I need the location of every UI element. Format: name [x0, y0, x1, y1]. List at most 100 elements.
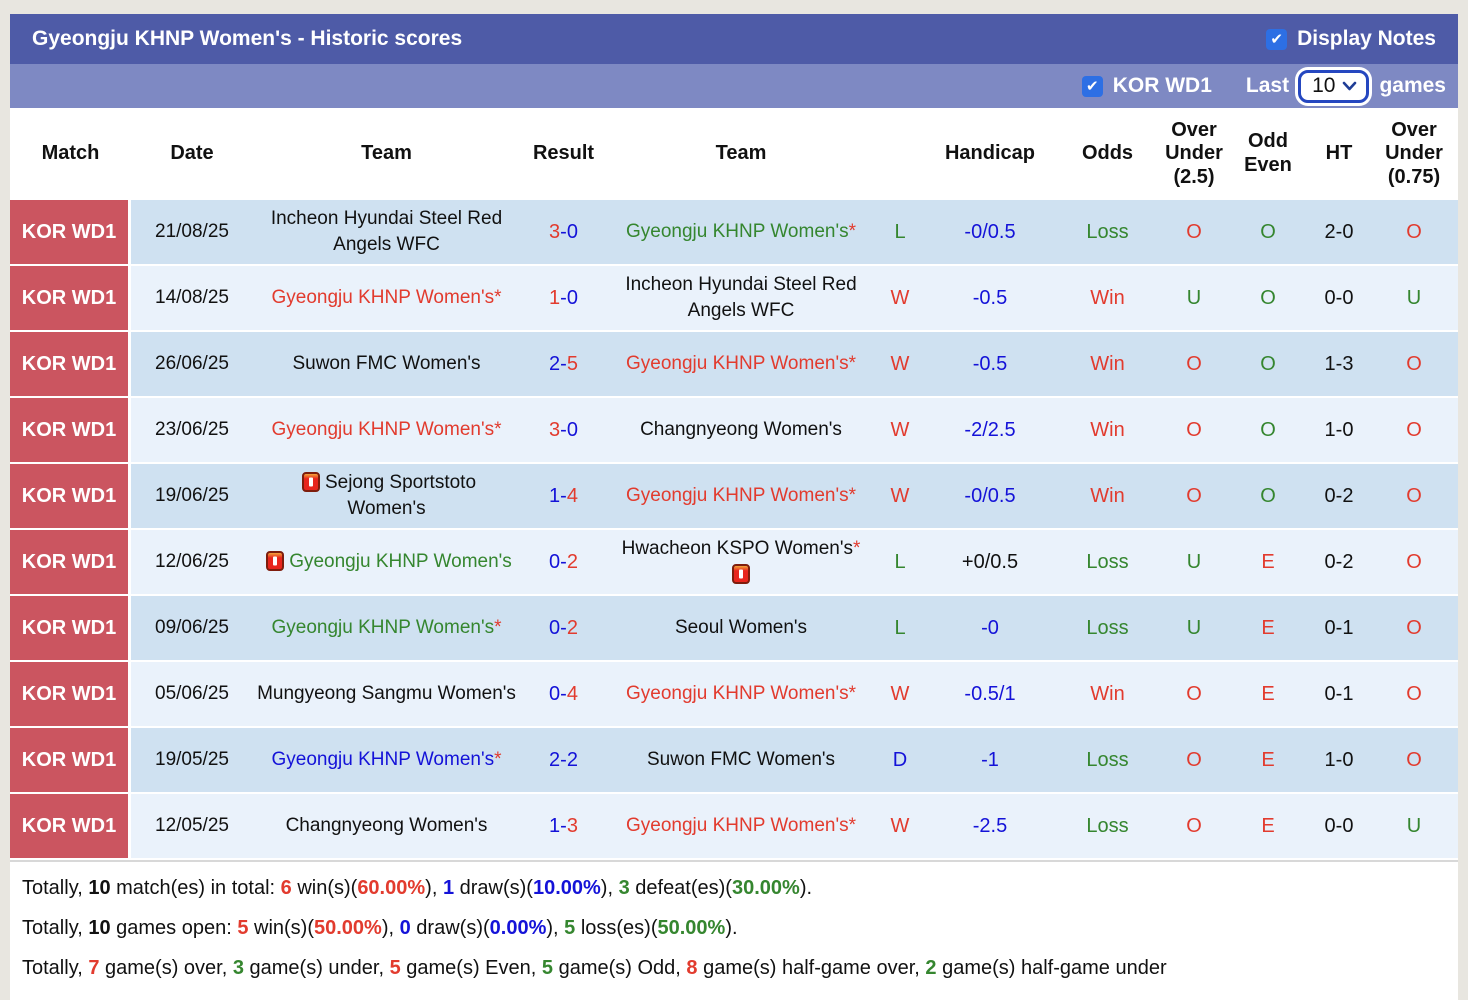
- handicap-cell-value: -0/0.5: [964, 484, 1016, 507]
- odd-even-cell-value: O: [1260, 484, 1276, 507]
- match-label: KOR WD1: [21, 418, 117, 441]
- date-value: 23/06/25: [155, 419, 229, 440]
- team-asterisk: *: [494, 749, 502, 770]
- team-asterisk: *: [848, 353, 856, 374]
- ht-value: 0-1: [1324, 616, 1354, 639]
- league-filter-toggle[interactable]: ✔ KOR WD1: [1081, 74, 1212, 98]
- summary-line: Totally, 7 game(s) over, 3 game(s) under…: [22, 948, 1446, 988]
- odds-cell: Win: [1055, 332, 1160, 398]
- date-value: 14/08/25: [155, 287, 229, 308]
- result-letter-cell: W: [875, 662, 925, 728]
- display-notes-toggle[interactable]: ✔ Display Notes: [1266, 27, 1436, 51]
- summary-segment: games open:: [110, 917, 238, 939]
- result-cell: 0-2: [520, 530, 607, 596]
- ht-cell: 0-2: [1308, 464, 1370, 530]
- team-name: Suwon FMC Women's: [292, 351, 480, 377]
- summary-segment: ),: [546, 917, 565, 939]
- away-score: 0: [566, 220, 578, 243]
- header-handicap: Handicap: [944, 142, 1036, 165]
- team-name-text: Mungyeong Sangmu Women's: [257, 683, 516, 704]
- team-name: Sejong Sportstoto Women's: [257, 470, 516, 522]
- odds-cell: Win: [1055, 464, 1160, 530]
- summary-segment: game(s) under,: [243, 957, 390, 979]
- over-under-075-cell-value: O: [1406, 484, 1422, 507]
- over-under-075-cell: O: [1370, 332, 1458, 398]
- odds-cell: Loss: [1055, 530, 1160, 596]
- home-score: 0: [549, 616, 561, 639]
- date-value: 05/06/25: [155, 683, 229, 704]
- team-name: Gyeongju KHNP Women's*: [626, 813, 856, 839]
- home-team-cell: Gyeongju KHNP Women's*: [253, 398, 520, 464]
- team-asterisk: *: [848, 683, 856, 704]
- display-notes-label[interactable]: Display Notes: [1297, 27, 1436, 50]
- score-dash: -: [560, 550, 567, 573]
- home-team-cell: Gyeongju KHNP Women's*: [253, 266, 520, 332]
- team-name: Gyeongju KHNP Women's*: [272, 615, 502, 641]
- table-row: KOR WD1 12/05/25 Changnyeong Women's 1-3 Gye…: [10, 794, 1458, 860]
- team-name-text: Gyeongju KHNP Women's: [626, 485, 849, 506]
- summary-segment: ),: [600, 877, 619, 899]
- summary-segment: 3: [232, 957, 244, 979]
- odds-cell: Loss: [1055, 596, 1160, 662]
- match-label: KOR WD1: [21, 484, 117, 507]
- away-score: 2: [566, 748, 578, 771]
- match-label: KOR WD1: [21, 616, 117, 639]
- header-match: Match: [41, 142, 100, 165]
- table-row: KOR WD1 23/06/25 Gyeongju KHNP Women's* 3-0…: [10, 398, 1458, 464]
- handicap-cell-value: -0: [981, 616, 999, 639]
- team-name-text: Gyeongju KHNP Women's: [626, 353, 849, 374]
- result-cell: 0-4: [520, 662, 607, 728]
- summary-segment: match(es) in total:: [110, 877, 281, 899]
- over-under-075-cell-value: O: [1406, 418, 1422, 441]
- odd-even-cell-value: O: [1260, 286, 1276, 309]
- result-letter-cell: W: [875, 332, 925, 398]
- date-value: 12/05/25: [155, 815, 229, 836]
- header-team-home: Team: [361, 142, 412, 165]
- home-team-cell: Suwon FMC Women's: [253, 332, 520, 398]
- match-label: KOR WD1: [21, 550, 117, 573]
- summary-segment: 10: [88, 877, 111, 899]
- summary-segment: 7: [88, 957, 100, 979]
- handicap-cell-value: -0.5/1: [964, 682, 1016, 705]
- home-score: 0: [549, 550, 561, 573]
- odd-even-cell: O: [1228, 266, 1308, 332]
- result-letter-cell-value: L: [894, 220, 906, 243]
- away-team-cell: Suwon FMC Women's: [607, 728, 875, 794]
- odds-cell-value: Win: [1090, 352, 1125, 375]
- league-checkbox[interactable]: ✔: [1081, 75, 1103, 97]
- team-name: Gyeongju KHNP Women's*: [272, 285, 502, 311]
- league-label[interactable]: KOR WD1: [1112, 74, 1212, 97]
- match-label: KOR WD1: [21, 748, 117, 771]
- result-cell: 2-5: [520, 332, 607, 398]
- handicap-cell: -0.5/1: [925, 662, 1055, 728]
- odds-cell-value: Win: [1090, 286, 1125, 309]
- match-label: KOR WD1: [21, 220, 117, 243]
- team-name-text: Incheon Hyundai Steel Red Angels WFC: [270, 208, 503, 255]
- odds-cell-value: Loss: [1086, 550, 1129, 573]
- score-dash: -: [560, 286, 567, 309]
- team-name: Gyeongju KHNP Women's*: [272, 747, 502, 773]
- odds-cell-value: Loss: [1086, 616, 1129, 639]
- team-asterisk: *: [852, 538, 861, 559]
- over-under-25-cell: O: [1160, 728, 1228, 794]
- title-bar: Gyeongju KHNP Women's - Historic scores …: [10, 14, 1458, 64]
- match-cell: KOR WD1: [10, 596, 131, 662]
- over-under-075-cell-value: O: [1406, 352, 1422, 375]
- over-under-075-cell: O: [1370, 200, 1458, 266]
- display-notes-checkbox[interactable]: ✔: [1266, 28, 1288, 50]
- odd-even-cell-value: O: [1260, 352, 1276, 375]
- team-name: Gyeongju KHNP Women's: [261, 549, 512, 575]
- match-cell: KOR WD1: [10, 398, 131, 464]
- odds-cell: Loss: [1055, 728, 1160, 794]
- summary-segment: defeat(es)(: [629, 877, 732, 899]
- team-name-text: Suwon FMC Women's: [292, 353, 481, 374]
- summary-segment: 5: [541, 957, 554, 979]
- team-name-text: Suwon FMC Women's: [646, 749, 836, 770]
- handicap-cell-value: -2.5: [972, 814, 1008, 837]
- team-name: Gyeongju KHNP Women's*: [272, 417, 502, 443]
- result-letter-cell-value: W: [890, 286, 910, 309]
- games-count-select[interactable]: 10: [1298, 69, 1370, 103]
- date-cell: 14/08/25: [131, 266, 253, 332]
- over-under-25-cell-value: U: [1186, 616, 1202, 639]
- table-row: KOR WD1 21/08/25 Incheon Hyundai Steel Red…: [10, 200, 1458, 266]
